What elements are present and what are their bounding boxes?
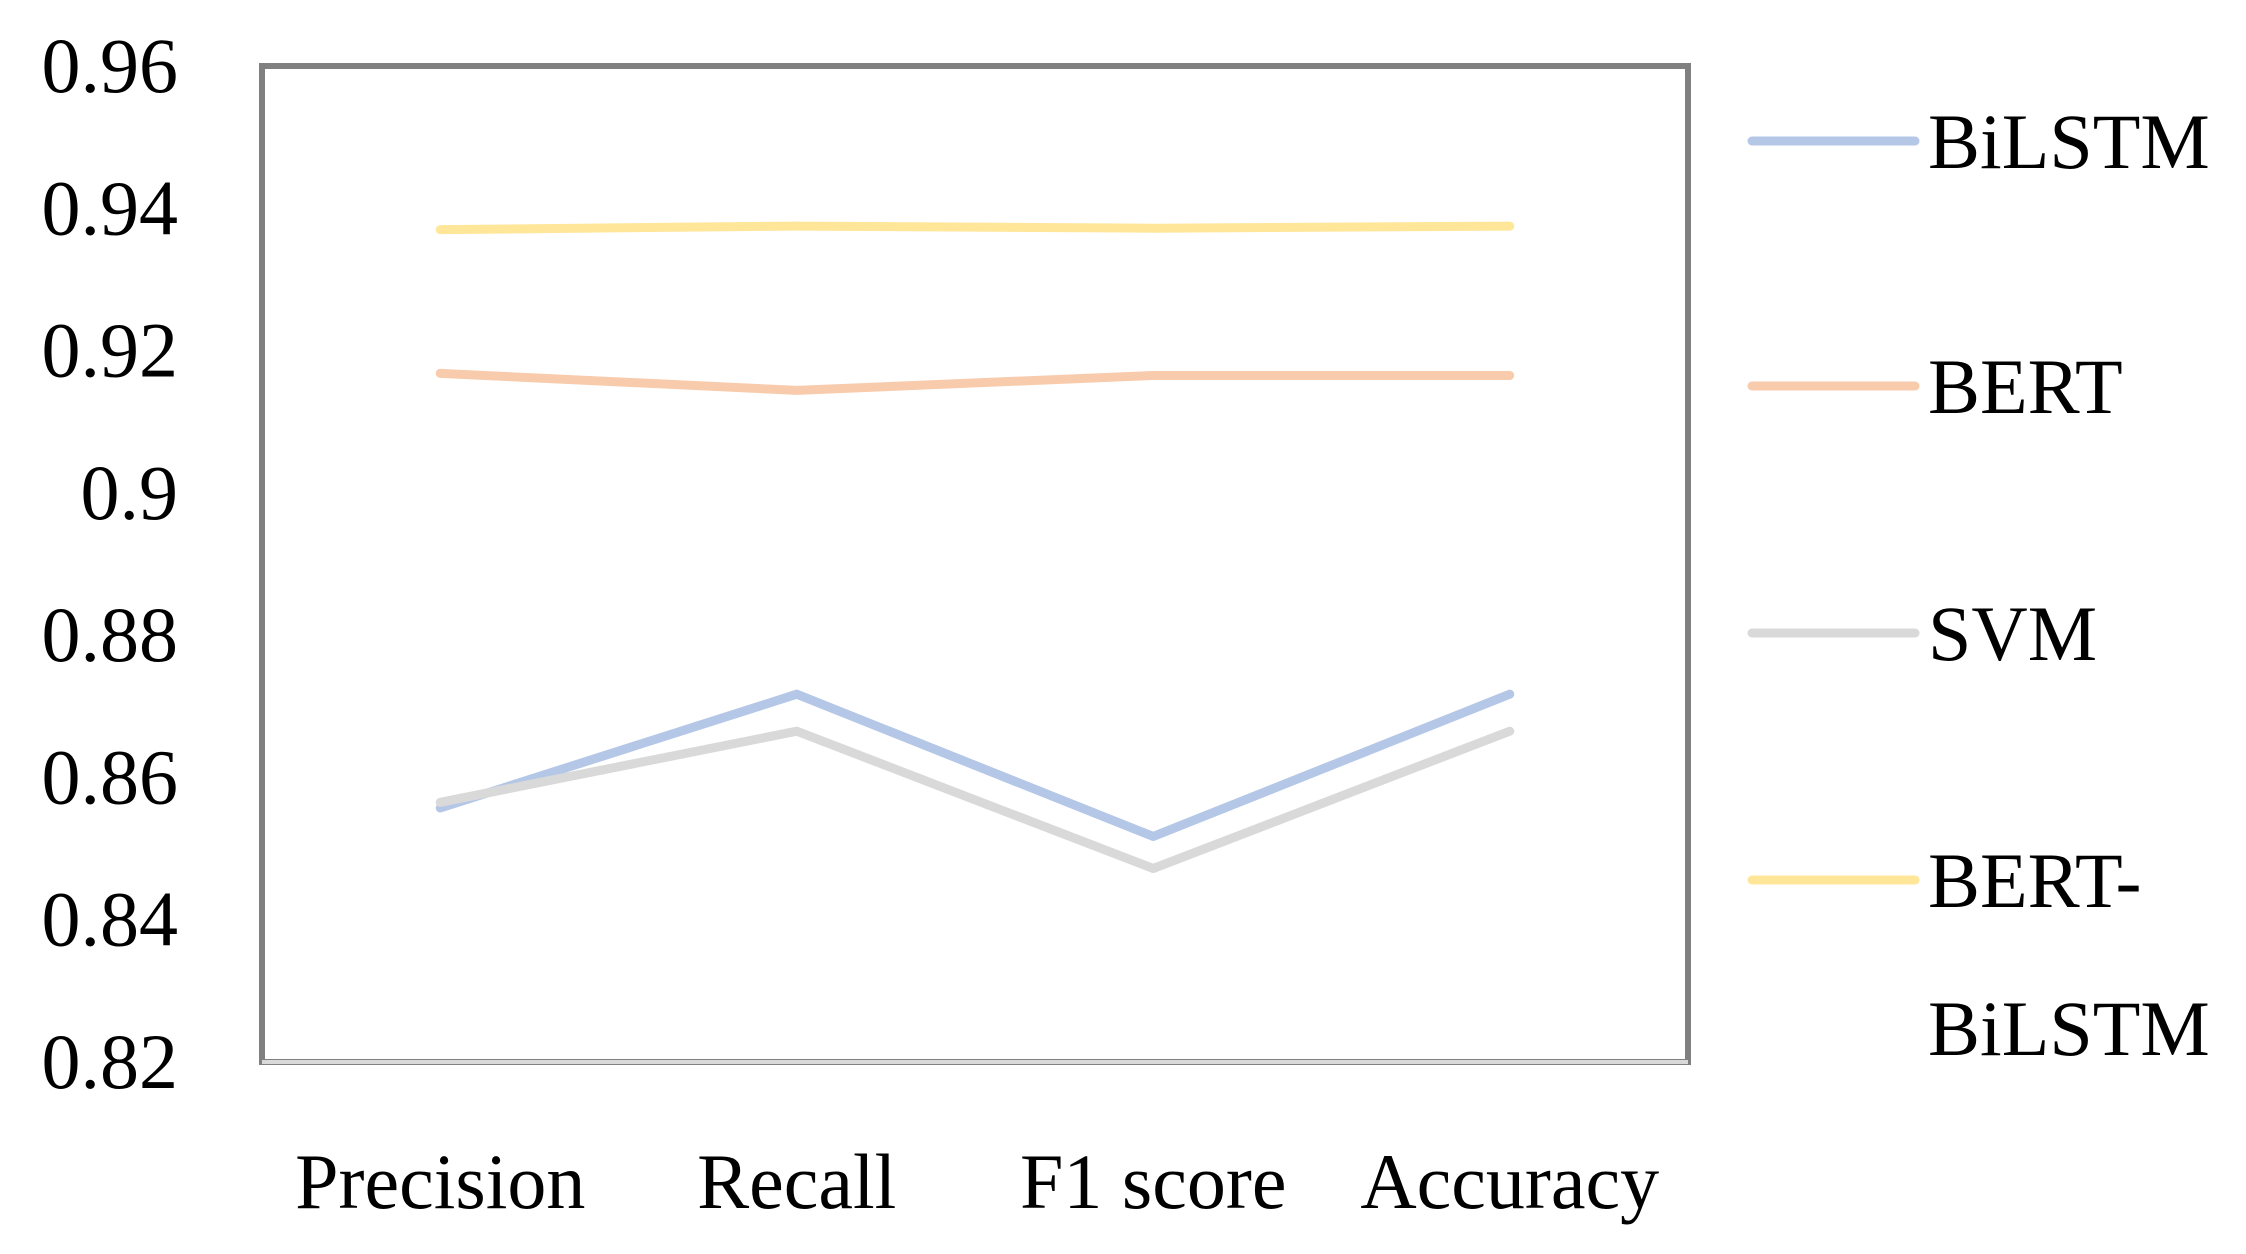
plot-frame (259, 63, 1691, 1065)
x-tick-label: Precision (295, 1138, 585, 1225)
x-axis-ticks: Precision Recall F1 score Accuracy (295, 1138, 1659, 1225)
series-line-bilstm (435, 689, 1515, 841)
x-tick-label: Recall (697, 1138, 896, 1225)
legend-label: BiLSTM (1928, 985, 2210, 1072)
legend: BiLSTM BERT SVM BERT- BiLSTM (1747, 98, 2210, 1072)
y-tick-label: 0.9 (81, 449, 179, 536)
y-tick-label: 0.86 (42, 733, 179, 820)
y-tick-label: 0.88 (42, 591, 179, 678)
y-axis-ticks: 0.96 0.94 0.92 0.9 0.88 0.86 0.84 0.82 (42, 22, 179, 1105)
y-tick-label: 0.94 (42, 164, 179, 251)
y-tick-label: 0.92 (42, 307, 179, 394)
plot-area-border (259, 63, 1691, 1065)
y-tick-label: 0.82 (42, 1018, 179, 1105)
legend-label: SVM (1928, 590, 2097, 677)
legend-label: BERT- (1928, 837, 2141, 924)
y-tick-label: 0.96 (42, 22, 179, 109)
series-line-bert-bilstm (435, 221, 1515, 235)
y-tick-label: 0.84 (42, 876, 179, 963)
series-line-svm (435, 726, 1515, 873)
x-tick-label: F1 score (1020, 1138, 1286, 1225)
series-lines (435, 221, 1515, 873)
x-tick-label: Accuracy (1360, 1138, 1659, 1225)
legend-label: BiLSTM (1928, 98, 2210, 185)
series-line-bert (435, 368, 1515, 395)
legend-label: BERT (1928, 343, 2123, 430)
